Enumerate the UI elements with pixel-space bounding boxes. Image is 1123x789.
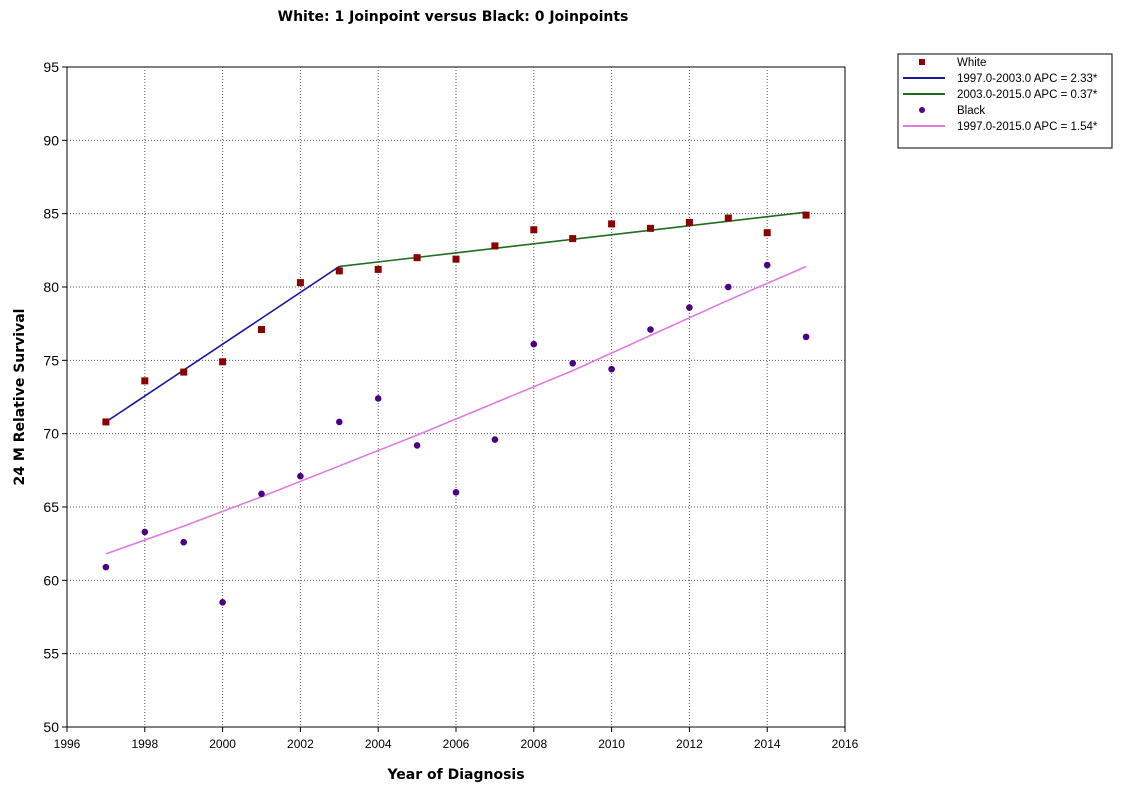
x-axis-ticks: 1996 1998 2000 2002 2004 2006 2008 2010 2012 2014… [54,727,859,751]
legend-label: 2003.0-2015.0 APC = 0.37* [957,89,1098,101]
trend-line-1 [105,265,340,423]
black-point [686,304,693,311]
white-point [141,377,149,385]
legend-label: White [957,57,986,69]
legend-marker-circle [919,107,925,113]
white-point [180,368,188,376]
legend-label: Black [957,105,985,117]
x-tick-label: 2002 [287,737,314,751]
black-point [491,436,499,443]
y-tick-label: 90 [43,132,59,148]
y-tick-label: 75 [43,352,59,368]
x-tick-label: 1998 [131,737,158,751]
black-point [569,359,576,367]
black-point [219,599,226,606]
y-tick-label: 50 [43,719,59,735]
black-point [452,489,460,496]
black-point [725,283,732,291]
black-point [608,365,615,373]
white-point [413,254,421,262]
white-point [219,358,227,366]
white-point [102,418,110,426]
white-point [296,279,304,287]
legend-label: 1997.0-2003.0 APC = 2.33* [957,73,1098,85]
white-point [608,220,616,228]
y-axis-ticks: 50 55 60 65 70 75 80 85 90 95 [43,59,67,735]
trend-line-4 [105,265,807,555]
white-point [685,218,693,226]
white-point [530,226,538,234]
y-axis-title: 24 M Relative Survival [12,309,28,486]
y-tick-label: 60 [43,572,59,588]
y-tick-label: 85 [43,206,59,222]
x-tick-label: 2016 [832,737,859,751]
x-axis-title: Year of Diagnosis [386,767,524,783]
black-point [258,490,265,498]
white-point [569,235,577,243]
x-tick-label: 2000 [209,737,236,751]
black-point [102,563,110,571]
black-point [374,395,382,402]
white-point [763,229,771,237]
data-points [102,211,810,606]
legend-label: 1997.0-2015.0 APC = 1.54* [957,121,1098,133]
x-tick-label: 2008 [520,737,547,751]
x-tick-label: 2014 [754,737,781,751]
black-point [413,442,421,449]
x-tick-label: 2010 [598,737,625,751]
white-point [374,265,382,273]
y-tick-label: 80 [43,279,59,295]
y-tick-label: 70 [43,426,59,442]
y-tick-label: 95 [43,59,59,75]
black-point [802,333,810,341]
white-point [724,214,732,222]
white-point [802,211,810,219]
y-tick-label: 65 [43,499,59,515]
y-tick-label: 55 [43,646,59,662]
black-point [180,538,187,546]
white-point [452,255,460,263]
legend-marker-square [919,59,925,65]
white-point [258,326,265,334]
x-tick-label: 2012 [676,737,703,751]
black-point [647,326,654,333]
white-point [335,267,343,275]
chart-title: White: 1 Joinpoint versus Black: 0 Joinp… [278,9,629,25]
legend-box [897,53,1113,149]
x-tick-label: 2006 [443,737,470,751]
black-point [297,472,304,480]
x-tick-label: 2004 [365,737,392,751]
black-point [763,261,771,269]
black-point [141,528,149,536]
black-point [530,340,538,348]
white-point [491,242,499,250]
x-tick-label: 1996 [54,737,81,751]
black-point [336,418,343,426]
white-point [647,224,654,232]
legend: White 1997.0-2003.0 APC = 2.33* 2003.0-201… [897,53,1113,149]
